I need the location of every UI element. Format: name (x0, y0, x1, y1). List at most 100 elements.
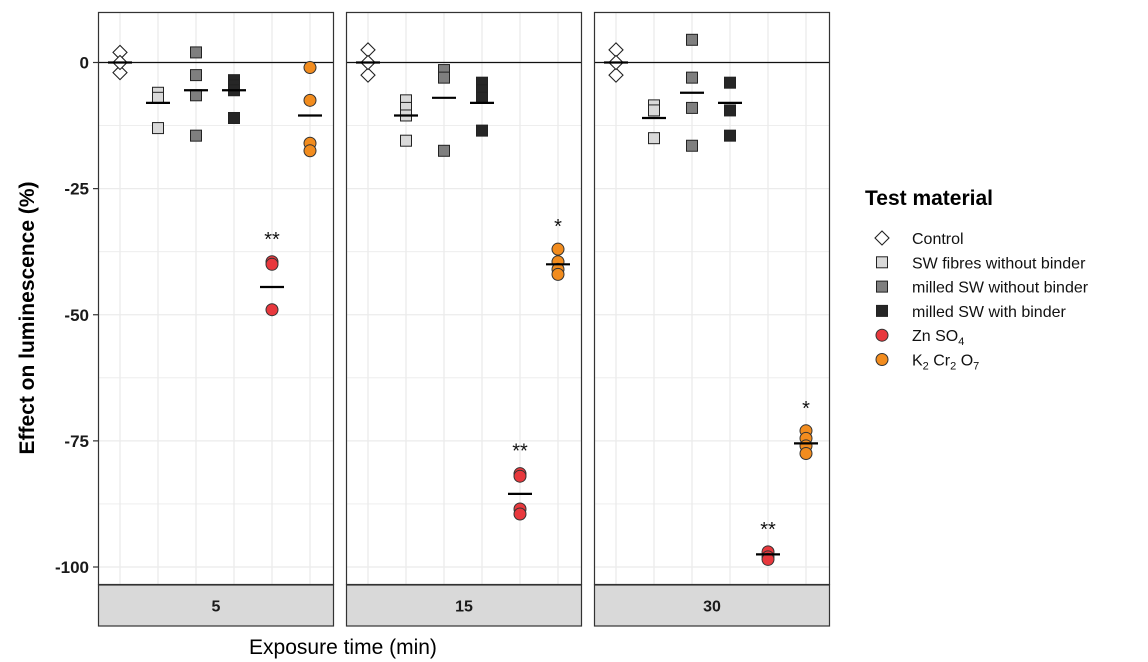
group-znso4: ** (756, 519, 780, 566)
data-point (303, 61, 317, 75)
panel-15: ***15 (345, 11, 583, 627)
legend-item-znso4: Zn SO4 (875, 328, 964, 348)
significance-label: ** (512, 441, 528, 463)
y-axis: 0 -25 -50 -75 -100 (55, 54, 98, 577)
data-point (438, 71, 450, 84)
group-znso4: ** (508, 441, 532, 521)
data-point (112, 64, 128, 81)
significance-label: ** (760, 519, 776, 541)
data-point (551, 267, 565, 281)
data-point (190, 129, 202, 142)
panel-background (98, 12, 334, 585)
legend-key (876, 304, 888, 317)
group-k2cr2o7: * (794, 398, 818, 460)
significance-label: * (802, 398, 810, 420)
strip-background (593, 584, 831, 627)
legend-key (876, 256, 888, 269)
legend-label: K2 Cr2 O7 (912, 353, 979, 373)
strip-label: 5 (212, 599, 221, 616)
group-sw_fibres (642, 99, 666, 145)
data-point (152, 91, 164, 104)
data-point (686, 33, 698, 46)
panel-background (594, 12, 830, 585)
data-point (190, 69, 202, 82)
data-point (476, 124, 488, 137)
strip-background (97, 584, 335, 627)
group-milled_binder (470, 76, 494, 137)
strip-background (345, 584, 583, 627)
group-milled_binder (222, 74, 246, 124)
legend-key (876, 280, 888, 293)
legend-item-control: Control (874, 230, 964, 248)
strip-label: 30 (703, 599, 721, 616)
legend-label: milled SW with binder (912, 304, 1067, 321)
data-point (724, 104, 736, 117)
strip-label: 15 (455, 599, 473, 616)
significance-label: ** (264, 229, 280, 251)
group-control (108, 44, 132, 81)
data-point (648, 132, 660, 145)
group-milled_no_binder (432, 64, 456, 157)
legend: Test material Control SW fibres without b… (865, 187, 1089, 373)
group-control (604, 42, 628, 83)
panel-5: ** 5 (97, 11, 335, 627)
data-point (303, 93, 317, 107)
data-point (228, 111, 240, 124)
data-point (648, 104, 660, 117)
data-point (551, 242, 565, 256)
legend-item-sw_fibres: SW fibres without binder (876, 255, 1086, 272)
legend-label: milled SW without binder (912, 280, 1089, 297)
group-control (356, 42, 380, 83)
significance-label: * (554, 216, 562, 238)
group-milled_no_binder (184, 46, 208, 142)
y-tick-label: -25 (64, 180, 89, 199)
panel-30: ***30 (593, 11, 831, 627)
facet-panels: **5***15***30 (97, 11, 831, 627)
x-axis-title: Exposure time (min) (249, 636, 437, 659)
legend-key (875, 353, 889, 366)
legend-item-milled_no_binder: milled SW without binder (876, 280, 1089, 297)
data-point (190, 89, 202, 102)
y-tick-label: 0 (80, 54, 89, 73)
data-point (799, 446, 813, 460)
legend-title: Test material (865, 187, 993, 210)
data-point (724, 129, 736, 142)
group-milled_binder (718, 76, 742, 142)
data-point (438, 144, 450, 157)
legend-item-milled_binder: milled SW with binder (876, 304, 1067, 321)
legend-items: Control SW fibres without binder milled SW… (874, 230, 1089, 373)
legend-label: Control (912, 231, 964, 248)
group-sw_fibres (146, 86, 170, 135)
legend-label: Zn SO4 (912, 328, 964, 348)
legend-key (875, 328, 889, 342)
data-point (400, 134, 412, 147)
group-k2cr2o7: * (546, 216, 570, 281)
data-point (265, 303, 279, 317)
group-znso4: ** (260, 229, 284, 317)
data-point (303, 144, 317, 158)
data-point (152, 122, 164, 135)
data-point (190, 46, 202, 59)
y-tick-label: -75 (64, 432, 89, 451)
data-point (686, 101, 698, 114)
data-point (686, 139, 698, 152)
data-point (686, 71, 698, 84)
data-point (513, 507, 527, 521)
legend-key (874, 230, 890, 246)
data-point (513, 469, 527, 483)
data-point (476, 91, 488, 104)
y-tick-label: -50 (64, 306, 89, 325)
group-k2cr2o7 (298, 61, 322, 158)
panel-background (346, 12, 582, 585)
data-point (724, 76, 736, 89)
y-tick-label: -100 (55, 558, 89, 577)
group-milled_no_binder (680, 33, 704, 152)
y-axis-title: Effect on luminescence (%) (16, 181, 39, 454)
legend-item-k2cr2o7: K2 Cr2 O7 (875, 353, 979, 373)
data-point (265, 257, 279, 271)
group-sw_fibres (394, 94, 418, 147)
legend-label: SW fibres without binder (912, 255, 1086, 272)
data-point (360, 67, 376, 83)
data-point (608, 67, 624, 83)
